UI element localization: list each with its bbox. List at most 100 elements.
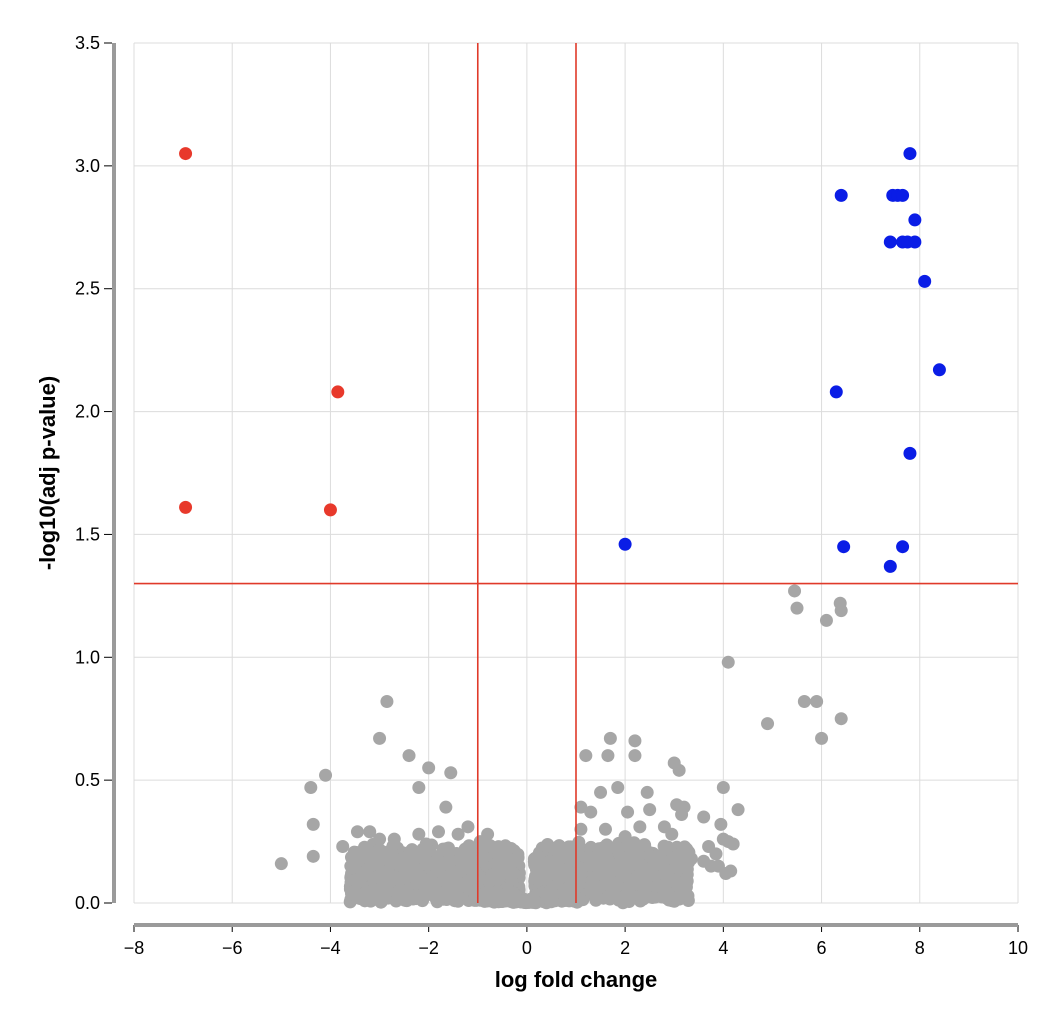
data-point <box>675 808 689 822</box>
data-point <box>364 859 378 873</box>
data-point <box>837 540 851 554</box>
data-point <box>611 781 625 795</box>
data-point <box>663 888 677 902</box>
series-group <box>618 147 946 573</box>
data-point <box>633 859 647 873</box>
data-point <box>628 734 642 748</box>
data-point <box>306 817 320 831</box>
x-tick-label: 4 <box>718 938 728 958</box>
data-point <box>896 540 910 554</box>
data-point <box>908 235 922 249</box>
data-point <box>684 852 698 866</box>
data-point <box>788 584 802 598</box>
data-point <box>420 858 434 872</box>
x-tick-label: 2 <box>620 938 630 958</box>
x-tick-label: 0 <box>522 938 532 958</box>
data-point <box>574 822 588 836</box>
data-point <box>704 859 718 873</box>
data-point <box>819 613 833 627</box>
data-point <box>431 825 445 839</box>
data-point <box>451 827 465 841</box>
data-point <box>731 803 745 817</box>
data-point <box>373 832 387 846</box>
x-tick-label: −4 <box>320 938 341 958</box>
data-point <box>810 695 824 709</box>
data-point <box>637 838 651 852</box>
data-point <box>179 147 193 161</box>
data-point <box>319 768 333 782</box>
data-point <box>621 805 635 819</box>
data-point <box>673 879 687 893</box>
data-point <box>402 749 416 763</box>
data-point <box>719 867 733 881</box>
data-point <box>274 857 288 871</box>
data-point <box>623 877 637 891</box>
points-layer <box>179 147 946 910</box>
y-tick-label: 3.5 <box>75 33 100 53</box>
data-point <box>441 841 455 855</box>
data-point <box>709 847 723 861</box>
data-point <box>444 766 458 780</box>
data-point <box>896 188 910 202</box>
data-point <box>643 867 657 881</box>
data-point <box>461 820 475 834</box>
data-point <box>331 385 345 399</box>
data-point <box>432 864 446 878</box>
data-point <box>883 235 897 249</box>
data-point <box>834 188 848 202</box>
threshold-layer <box>134 43 1018 903</box>
data-point <box>633 820 647 834</box>
data-point <box>336 839 350 853</box>
data-point <box>790 601 804 615</box>
data-point <box>304 781 318 795</box>
data-point <box>373 731 387 745</box>
data-point <box>363 825 377 839</box>
data-point <box>387 832 401 846</box>
series-group <box>274 584 848 910</box>
data-point <box>797 695 811 709</box>
data-point <box>446 892 460 906</box>
data-point <box>628 749 642 763</box>
data-point <box>716 781 730 795</box>
data-point <box>643 849 657 863</box>
data-point <box>908 213 922 227</box>
x-tick-label: −6 <box>222 938 243 958</box>
data-point <box>458 851 472 865</box>
data-point <box>574 800 588 814</box>
data-point <box>387 851 401 865</box>
data-point <box>603 731 617 745</box>
data-point <box>350 875 364 889</box>
data-point <box>672 763 686 777</box>
data-point <box>661 864 675 878</box>
data-point <box>499 848 513 862</box>
data-point <box>466 871 480 885</box>
data-point <box>564 881 578 895</box>
y-tick-label: 0.0 <box>75 893 100 913</box>
data-point <box>618 537 632 551</box>
data-point <box>527 894 541 908</box>
y-tick-label: 2.0 <box>75 402 100 422</box>
data-point <box>618 830 632 844</box>
data-point <box>579 749 593 763</box>
data-point <box>583 858 597 872</box>
series-group <box>179 147 345 517</box>
data-point <box>815 731 829 745</box>
data-point <box>598 822 612 836</box>
data-point <box>634 878 648 892</box>
data-point <box>422 761 436 775</box>
data-point <box>490 885 504 899</box>
y-tick-labels: 0.0 0.5 1.0 1.5 2.0 2.5 3.0 3.5 <box>75 33 100 913</box>
data-point <box>564 850 578 864</box>
data-point <box>415 871 429 885</box>
y-tick-label: 1.5 <box>75 524 100 544</box>
y-tick-label: 2.5 <box>75 279 100 299</box>
data-point <box>306 849 320 863</box>
data-point <box>402 860 416 874</box>
data-point <box>714 817 728 831</box>
x-tick-labels: −8 −6 −4 −2 0 2 4 6 8 10 <box>124 938 1028 958</box>
data-point <box>834 712 848 726</box>
data-point <box>445 864 459 878</box>
data-point <box>380 695 394 709</box>
data-point <box>622 860 636 874</box>
